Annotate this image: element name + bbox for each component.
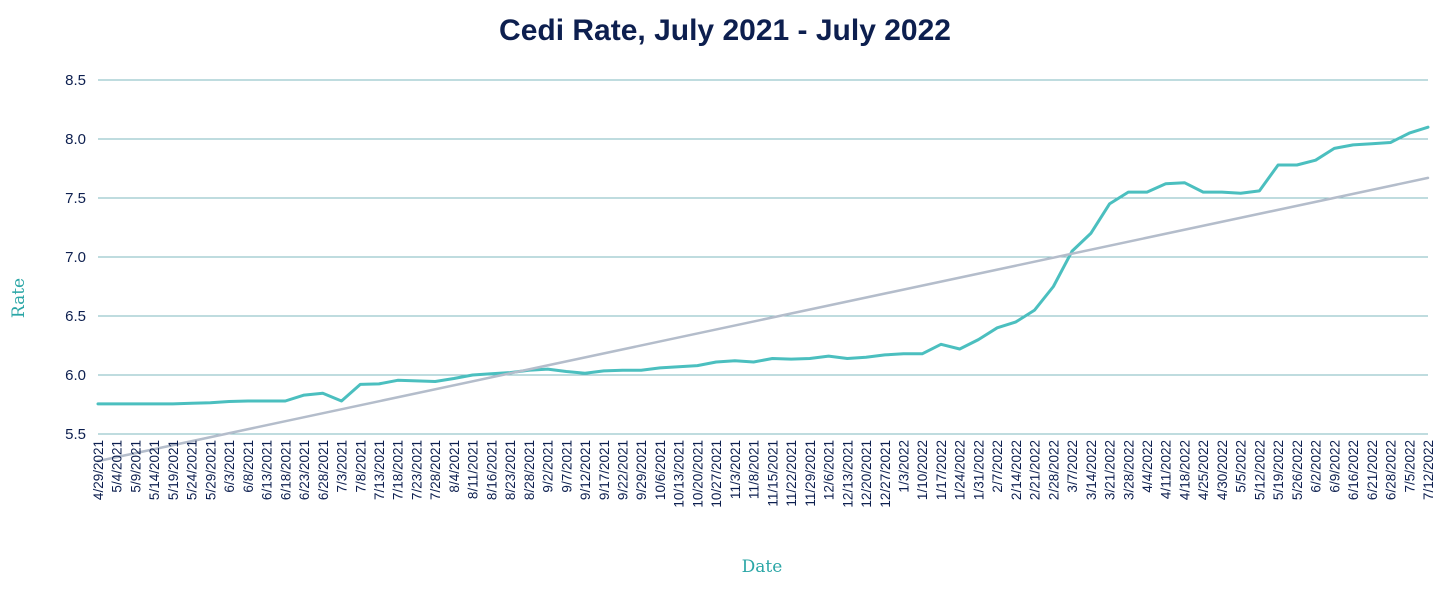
y-tick-label: 8.5 bbox=[65, 72, 86, 89]
x-tick-label: 12/6/2021 bbox=[822, 440, 837, 500]
x-tick-label: 10/6/2021 bbox=[653, 440, 668, 500]
x-tick-label: 3/14/2022 bbox=[1084, 440, 1099, 500]
x-tick-label: 9/12/2021 bbox=[578, 440, 593, 500]
cedi-rate-line bbox=[96, 125, 1430, 406]
x-tick-label: 8/16/2021 bbox=[484, 440, 499, 500]
x-tick-label: 6/13/2021 bbox=[260, 440, 275, 500]
x-tick-label: 9/2/2021 bbox=[541, 440, 556, 493]
x-tick-label: 6/23/2021 bbox=[297, 440, 312, 500]
x-tick-label: 6/3/2021 bbox=[222, 440, 237, 493]
x-tick-label: 8/28/2021 bbox=[522, 440, 537, 500]
x-tick-label: 5/12/2022 bbox=[1252, 440, 1267, 500]
y-tick-label: 6.0 bbox=[65, 367, 86, 384]
x-tick-label: 11/8/2021 bbox=[747, 440, 762, 499]
y-tick-label: 6.5 bbox=[65, 308, 86, 325]
x-tick-label: 8/4/2021 bbox=[447, 440, 462, 493]
x-tick-label: 4/11/2022 bbox=[1159, 440, 1174, 499]
x-tick-label: 5/5/2022 bbox=[1234, 440, 1249, 493]
x-tick-label: 1/10/2022 bbox=[915, 440, 930, 500]
y-tick-label: 7.5 bbox=[65, 190, 86, 207]
x-tick-label: 6/8/2021 bbox=[241, 440, 256, 493]
x-tick-label: 7/18/2021 bbox=[391, 440, 406, 500]
x-tick-label: 2/28/2022 bbox=[1046, 440, 1061, 500]
x-tick-label: 8/23/2021 bbox=[503, 440, 518, 500]
x-tick-label: 5/24/2021 bbox=[185, 440, 200, 500]
x-tick-label: 4/4/2022 bbox=[1140, 440, 1155, 493]
x-tick-label: 9/22/2021 bbox=[616, 440, 631, 500]
x-tick-label: 1/24/2022 bbox=[953, 440, 968, 500]
x-tick-label: 7/3/2021 bbox=[335, 440, 350, 493]
x-tick-label: 4/25/2022 bbox=[1196, 440, 1211, 500]
x-tick-label: 12/13/2021 bbox=[840, 440, 855, 508]
x-tick-label: 11/22/2021 bbox=[784, 440, 799, 507]
x-tick-label: 6/21/2022 bbox=[1365, 440, 1380, 500]
x-tick-label: 7/28/2021 bbox=[428, 440, 443, 500]
chart-title: Cedi Rate, July 2021 - July 2022 bbox=[499, 14, 951, 47]
x-tick-label: 2/14/2022 bbox=[1009, 440, 1024, 500]
x-tick-label: 2/21/2022 bbox=[1028, 440, 1043, 500]
x-axis-title: Date bbox=[742, 557, 783, 577]
x-tick-label: 1/31/2022 bbox=[971, 440, 986, 500]
y-axis-ticks: 5.5 6.0 6.5 7.0 7.5 8.0 8.5 bbox=[65, 72, 86, 443]
x-tick-label: 10/13/2021 bbox=[672, 440, 687, 508]
x-tick-label: 5/19/2021 bbox=[166, 440, 181, 500]
x-tick-label: 10/20/2021 bbox=[690, 440, 705, 508]
x-tick-label: 3/7/2022 bbox=[1065, 440, 1080, 493]
x-tick-label: 11/15/2021 bbox=[765, 440, 780, 507]
x-tick-label: 1/3/2022 bbox=[896, 440, 911, 493]
x-tick-label: 5/4/2021 bbox=[110, 440, 125, 493]
x-tick-label: 5/29/2021 bbox=[203, 440, 218, 500]
x-tick-label: 4/30/2022 bbox=[1215, 440, 1230, 500]
x-tick-label: 7/12/2022 bbox=[1421, 440, 1436, 500]
y-axis-title: Rate bbox=[9, 278, 29, 318]
x-tick-label: 11/29/2021 bbox=[803, 440, 818, 507]
x-axis-ticks: 4/29/2021 5/4/2021 5/9/2021 5/14/2021 5/19/2… bbox=[91, 440, 1436, 508]
x-tick-label: 9/29/2021 bbox=[634, 440, 649, 500]
x-tick-label: 6/16/2022 bbox=[1346, 440, 1361, 500]
x-tick-label: 9/17/2021 bbox=[597, 440, 612, 500]
x-tick-label: 11/3/2021 bbox=[728, 440, 743, 499]
x-tick-label: 6/18/2021 bbox=[278, 440, 293, 500]
x-tick-label: 4/29/2021 bbox=[91, 440, 106, 500]
y-tick-label: 8.0 bbox=[65, 131, 86, 148]
x-tick-label: 6/28/2021 bbox=[316, 440, 331, 500]
x-tick-label: 5/14/2021 bbox=[147, 440, 162, 500]
y-tick-label: 5.5 bbox=[65, 426, 86, 443]
x-tick-label: 5/26/2022 bbox=[1290, 440, 1305, 500]
x-tick-label: 3/21/2022 bbox=[1103, 440, 1118, 500]
x-tick-label: 7/23/2021 bbox=[409, 440, 424, 500]
x-tick-label: 12/20/2021 bbox=[859, 440, 874, 508]
x-tick-label: 4/18/2022 bbox=[1177, 440, 1192, 500]
gridlines bbox=[98, 79, 1428, 435]
x-tick-label: 3/28/2022 bbox=[1121, 440, 1136, 500]
x-tick-label: 7/8/2021 bbox=[353, 440, 368, 493]
x-tick-label: 6/28/2022 bbox=[1384, 440, 1399, 500]
x-tick-label: 10/27/2021 bbox=[709, 440, 724, 508]
trend-line bbox=[96, 176, 1430, 463]
x-tick-label: 7/13/2021 bbox=[372, 440, 387, 500]
x-tick-label: 6/9/2022 bbox=[1327, 440, 1342, 493]
y-tick-label: 7.0 bbox=[65, 249, 86, 266]
x-tick-label: 12/27/2021 bbox=[878, 440, 893, 508]
x-tick-label: 6/2/2022 bbox=[1309, 440, 1324, 493]
x-tick-label: 5/9/2021 bbox=[128, 440, 143, 493]
x-tick-label: 2/7/2022 bbox=[990, 440, 1005, 493]
x-tick-label: 8/11/2021 bbox=[466, 440, 481, 499]
series-layer bbox=[96, 125, 1430, 463]
x-tick-label: 5/19/2022 bbox=[1271, 440, 1286, 500]
x-tick-label: 7/5/2022 bbox=[1402, 440, 1417, 493]
x-tick-label: 1/17/2022 bbox=[934, 440, 949, 500]
x-tick-label: 9/7/2021 bbox=[559, 440, 574, 493]
